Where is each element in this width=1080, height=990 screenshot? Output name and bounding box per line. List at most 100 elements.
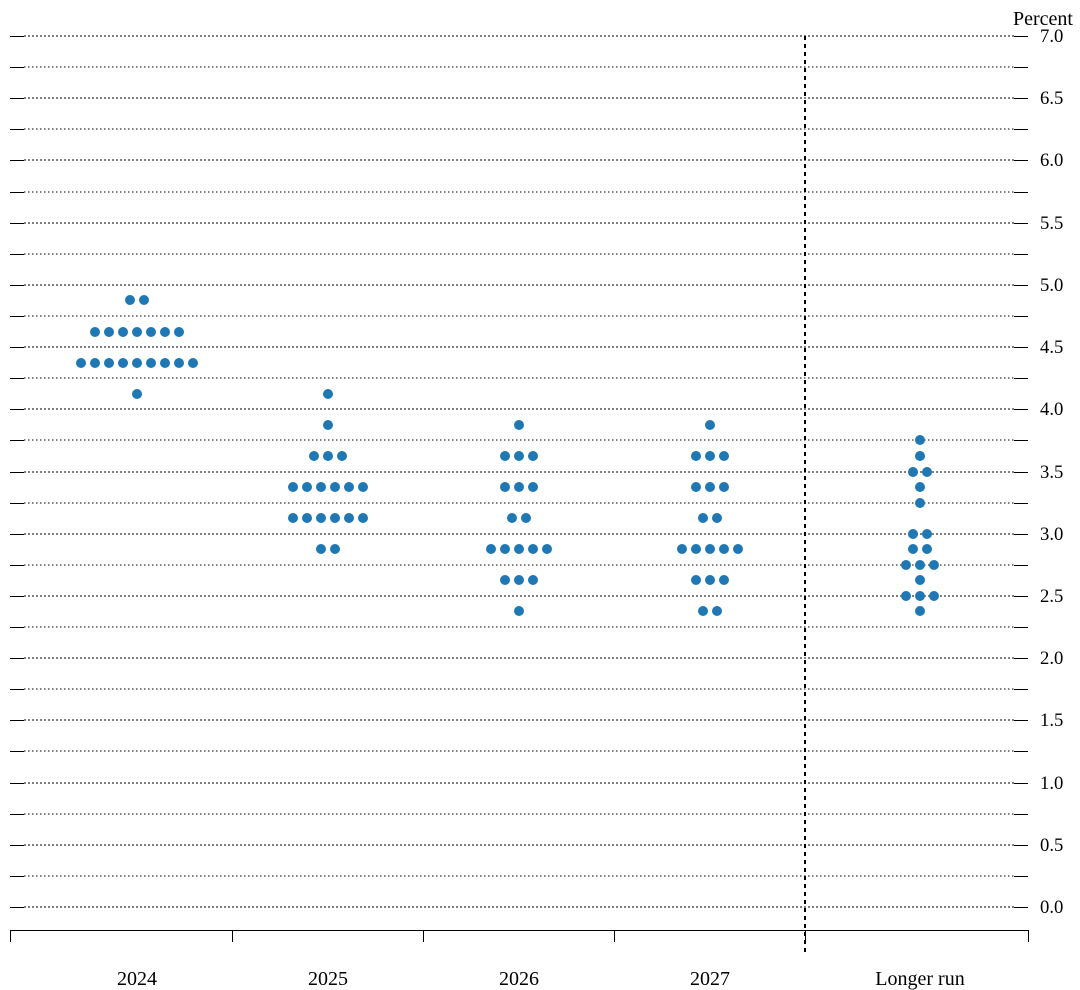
projection-dot	[929, 560, 939, 570]
projection-dot	[691, 575, 701, 585]
projection-dot	[500, 451, 510, 461]
grid-stub-left	[10, 192, 24, 193]
grid-stub-right	[1014, 658, 1028, 659]
y-tick-label: 3.5	[1040, 462, 1063, 484]
projection-dot	[104, 358, 114, 368]
projection-dot	[691, 482, 701, 492]
projection-dot	[316, 513, 326, 523]
grid-stub-left	[10, 907, 24, 908]
grid-stub-right	[1014, 285, 1028, 286]
projection-dot	[132, 358, 142, 368]
projection-dot	[915, 560, 925, 570]
grid-stub-left	[10, 285, 24, 286]
grid-stub-right	[1014, 627, 1028, 628]
grid-stub-right	[1014, 192, 1028, 193]
projection-dot	[705, 575, 715, 585]
grid-stub-right	[1014, 440, 1028, 441]
projection-dot	[521, 513, 531, 523]
projection-dot	[698, 606, 708, 616]
x-axis-tick	[423, 930, 424, 942]
x-tick-label: 2026	[499, 968, 539, 990]
projection-dot	[288, 513, 298, 523]
x-tick-label: Longer run	[875, 968, 964, 990]
grid-stub-right	[1014, 409, 1028, 410]
projection-dot	[90, 358, 100, 368]
projection-dot	[76, 358, 86, 368]
grid-stub-left	[10, 129, 24, 130]
projection-dot	[719, 544, 729, 554]
y-tick-label: 5.0	[1040, 275, 1063, 297]
x-axis-line	[10, 930, 1028, 931]
grid-stub-right	[1014, 472, 1028, 473]
x-tick-label: 2025	[308, 968, 348, 990]
projection-dot	[705, 482, 715, 492]
projection-dot	[901, 560, 911, 570]
projection-dot	[132, 327, 142, 337]
y-tick-label: 6.5	[1040, 88, 1063, 110]
projection-dot	[691, 544, 701, 554]
y-tick-label: 2.0	[1040, 648, 1063, 670]
projection-dot	[118, 358, 128, 368]
grid-stub-right	[1014, 783, 1028, 784]
grid-stub-right	[1014, 876, 1028, 877]
projection-dot	[302, 513, 312, 523]
x-axis-tick	[805, 930, 806, 942]
grid-stub-left	[10, 876, 24, 877]
projection-dot	[705, 451, 715, 461]
projection-dot	[719, 451, 729, 461]
projection-dot	[125, 295, 135, 305]
y-tick-label: 2.5	[1040, 586, 1063, 608]
projection-dot	[337, 451, 347, 461]
grid-stub-right	[1014, 503, 1028, 504]
y-tick-label: 1.5	[1040, 710, 1063, 732]
grid-stub-right	[1014, 907, 1028, 908]
projection-dot	[712, 606, 722, 616]
grid-stub-left	[10, 814, 24, 815]
projection-dot	[118, 327, 128, 337]
grid-stub-left	[10, 720, 24, 721]
projection-dot	[302, 482, 312, 492]
projection-dot	[514, 420, 524, 430]
projection-dot	[500, 575, 510, 585]
projection-dot	[908, 544, 918, 554]
grid-stub-left	[10, 627, 24, 628]
grid-stub-right	[1014, 596, 1028, 597]
projection-dot	[288, 482, 298, 492]
grid-stub-right	[1014, 67, 1028, 68]
projection-dot	[733, 544, 743, 554]
projection-dot	[174, 327, 184, 337]
grid-stub-right	[1014, 720, 1028, 721]
projection-dot	[160, 358, 170, 368]
projection-dot	[514, 575, 524, 585]
projection-dot	[915, 575, 925, 585]
projection-dot	[901, 591, 911, 601]
grid-stub-right	[1014, 254, 1028, 255]
projection-dot	[323, 420, 333, 430]
projection-dot	[915, 591, 925, 601]
grid-stub-left	[10, 316, 24, 317]
grid-stub-right	[1014, 223, 1028, 224]
grid-stub-right	[1014, 814, 1028, 815]
projection-dot	[915, 451, 925, 461]
projection-dot	[922, 467, 932, 477]
grid-stub-left	[10, 160, 24, 161]
projection-dot	[309, 451, 319, 461]
grid-stub-left	[10, 378, 24, 379]
grid-stub-left	[10, 783, 24, 784]
projection-dot	[915, 606, 925, 616]
projection-dot	[316, 482, 326, 492]
grid-stub-right	[1014, 129, 1028, 130]
projection-dot	[486, 544, 496, 554]
projection-dot	[691, 451, 701, 461]
projection-dot	[330, 513, 340, 523]
projection-dot	[915, 482, 925, 492]
projection-dot	[146, 327, 156, 337]
y-tick-label: 5.5	[1040, 213, 1063, 235]
grid-stub-left	[10, 254, 24, 255]
projection-dot	[514, 544, 524, 554]
grid-stub-right	[1014, 689, 1028, 690]
section-divider	[803, 36, 807, 955]
x-axis-tick	[232, 930, 233, 942]
grid-stub-right	[1014, 378, 1028, 379]
grid-stub-left	[10, 565, 24, 566]
